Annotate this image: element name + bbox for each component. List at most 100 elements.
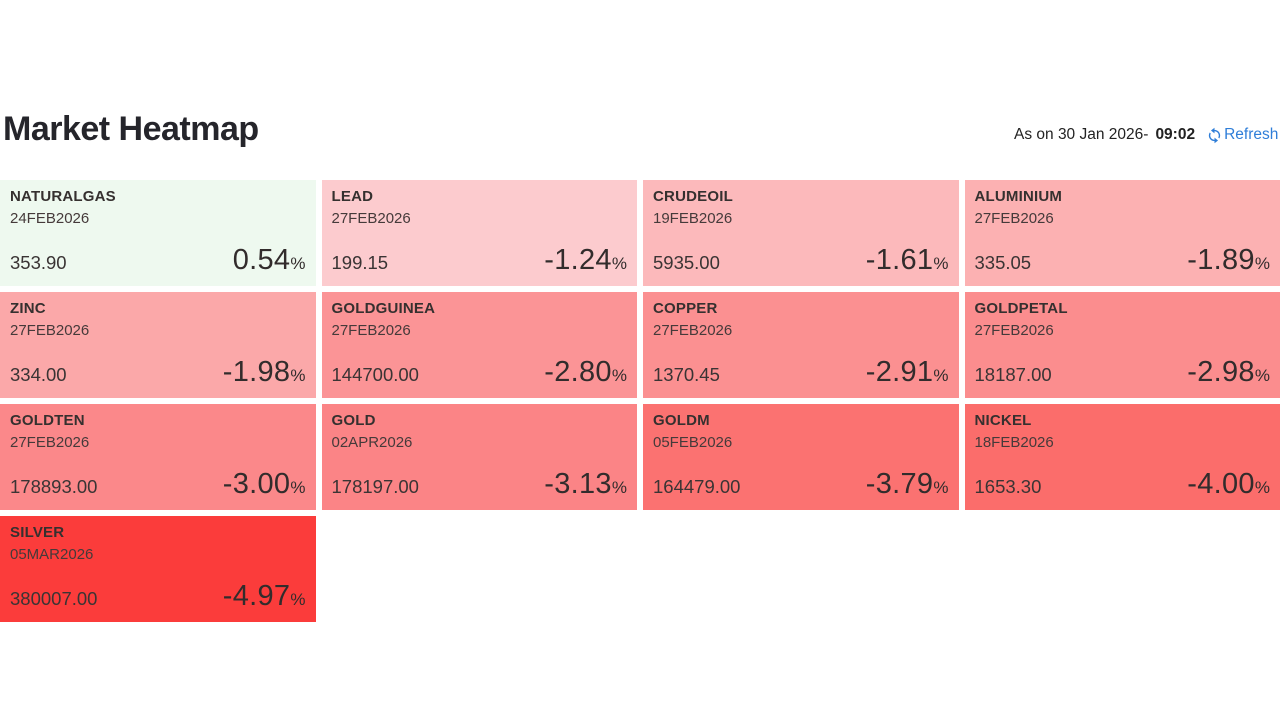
tile-price: 353.90 (10, 252, 67, 273)
percent-sign: % (933, 366, 949, 385)
tile-price: 144700.00 (331, 364, 419, 385)
tile-bottom-row: 144700.00 -2.80% (332, 356, 628, 389)
heatmap-grid: NATURALGAS 24FEB2026 353.90 0.54% LEAD 2… (0, 180, 1280, 622)
tile-change-value: -3.79 (865, 468, 934, 500)
tile-change: -4.97% (223, 580, 306, 613)
tile-price: 178197.00 (331, 476, 419, 497)
percent-sign: % (611, 478, 627, 497)
tile-bottom-row: 380007.00 -4.97% (10, 580, 306, 613)
heatmap-tile-goldten[interactable]: GOLDTEN 27FEB2026 178893.00 -3.00% (0, 404, 316, 510)
tile-symbol: LEAD (331, 188, 374, 205)
tile-change: -1.89% (1187, 244, 1270, 277)
tile-change-value: -1.89 (1187, 244, 1255, 276)
tile-change: -1.61% (866, 244, 949, 277)
tile-expiry: 27FEB2026 (10, 434, 90, 451)
tile-expiry: 27FEB2026 (974, 322, 1054, 339)
as-on-date-text: As on 30 Jan 2026- (1014, 126, 1149, 143)
tile-price: 335.05 (974, 252, 1032, 273)
tile-symbol: NATURALGAS (10, 188, 116, 205)
tile-change-value: -2.91 (865, 356, 934, 388)
tile-change-value: -3.00 (222, 468, 291, 500)
tile-bottom-row: 1653.30 -4.00% (975, 468, 1271, 501)
tile-change: -2.91% (866, 356, 949, 389)
tile-price: 1370.45 (653, 364, 720, 385)
tile-change-value: 0.54 (232, 244, 291, 276)
tile-change: -3.13% (544, 468, 627, 501)
tile-bottom-row: 164479.00 -3.79% (653, 468, 949, 501)
percent-sign: % (933, 478, 949, 497)
heatmap-tile-copper[interactable]: COPPER 27FEB2026 1370.45 -2.91% (643, 292, 959, 398)
tile-price: 164479.00 (653, 476, 741, 497)
tile-change: -1.98% (223, 356, 306, 389)
tile-expiry: 18FEB2026 (974, 434, 1054, 451)
tile-symbol: GOLDM (653, 412, 710, 429)
tile-change: -4.00% (1187, 468, 1270, 501)
percent-sign: % (290, 478, 306, 497)
tile-symbol: GOLDPETAL (974, 300, 1068, 317)
page-title: Market Heatmap (3, 110, 259, 148)
tile-expiry: 24FEB2026 (10, 210, 90, 227)
heatmap-tile-nickel[interactable]: NICKEL 18FEB2026 1653.30 -4.00% (964, 404, 1280, 510)
tile-bottom-row: 335.05 -1.89% (975, 244, 1271, 277)
tile-price: 1653.30 (974, 476, 1042, 497)
tile-expiry: 02APR2026 (331, 434, 413, 451)
tile-change-value: -2.98 (1187, 356, 1255, 388)
tile-expiry: 27FEB2026 (10, 322, 90, 339)
tile-expiry: 19FEB2026 (653, 210, 733, 227)
tile-change-value: -4.00 (1187, 468, 1255, 500)
tile-symbol: CRUDEOIL (653, 188, 733, 205)
percent-sign: % (933, 254, 949, 273)
tile-symbol: ZINC (10, 300, 46, 317)
heatmap-tile-lead[interactable]: LEAD 27FEB2026 199.15 -1.24% (321, 180, 637, 286)
heatmap-tile-zinc[interactable]: ZINC 27FEB2026 334.00 -1.98% (0, 292, 316, 398)
tile-bottom-row: 334.00 -1.98% (10, 356, 306, 389)
tile-symbol: GOLDGUINEA (331, 300, 436, 317)
heatmap-tile-goldguinea[interactable]: GOLDGUINEA 27FEB2026 144700.00 -2.80% (321, 292, 637, 398)
tile-bottom-row: 353.90 0.54% (10, 244, 306, 277)
tile-price: 178893.00 (10, 476, 98, 497)
tile-price: 380007.00 (10, 588, 98, 609)
tile-symbol: GOLDTEN (10, 412, 85, 429)
tile-change-value: -1.24 (544, 244, 612, 276)
heatmap-tile-aluminium[interactable]: ALUMINIUM 27FEB2026 335.05 -1.89% (964, 180, 1280, 286)
tile-change: 0.54% (233, 244, 306, 277)
heatmap-tile-crudeoil[interactable]: CRUDEOIL 19FEB2026 5935.00 -1.61% (643, 180, 959, 286)
tile-price: 199.15 (331, 252, 389, 273)
tile-expiry: 05FEB2026 (653, 434, 733, 451)
heatmap-tile-gold[interactable]: GOLD 02APR2026 178197.00 -3.13% (321, 404, 637, 510)
percent-sign: % (290, 366, 306, 385)
tile-expiry: 27FEB2026 (653, 322, 733, 339)
percent-sign: % (611, 254, 627, 273)
tile-expiry: 27FEB2026 (331, 210, 411, 227)
tile-symbol: ALUMINIUM (974, 188, 1063, 205)
as-on-status: As on 30 Jan 2026- 09:02 Refresh (1014, 126, 1278, 144)
refresh-label: Refresh (1224, 126, 1279, 143)
tile-bottom-row: 1370.45 -2.91% (653, 356, 949, 389)
heatmap-tile-goldm[interactable]: GOLDM 05FEB2026 164479.00 -3.79% (643, 404, 959, 510)
tile-price: 334.00 (10, 364, 67, 385)
heatmap-tile-goldpetal[interactable]: GOLDPETAL 27FEB2026 18187.00 -2.98% (964, 292, 1280, 398)
refresh-icon (1206, 127, 1223, 144)
heatmap-tile-naturalgas[interactable]: NATURALGAS 24FEB2026 353.90 0.54% (0, 180, 316, 286)
tile-change-value: -2.80 (544, 356, 612, 388)
percent-sign: % (1254, 478, 1270, 497)
refresh-button[interactable]: Refresh (1206, 126, 1278, 144)
heatmap-tile-silver[interactable]: SILVER 05MAR2026 380007.00 -4.97% (0, 516, 316, 622)
tile-change: -1.24% (544, 244, 627, 277)
tile-symbol: NICKEL (974, 412, 1032, 429)
as-on-time: 09:02 (1155, 126, 1196, 143)
tile-bottom-row: 178893.00 -3.00% (10, 468, 306, 501)
tile-change: -3.00% (223, 468, 306, 501)
percent-sign: % (1254, 366, 1270, 385)
tile-change: -3.79% (866, 468, 949, 501)
tile-price: 5935.00 (653, 252, 720, 273)
percent-sign: % (611, 366, 627, 385)
percent-sign: % (1254, 254, 1270, 273)
percent-sign: % (290, 254, 306, 273)
tile-bottom-row: 178197.00 -3.13% (332, 468, 628, 501)
tile-change: -2.98% (1187, 356, 1270, 389)
tile-change-value: -3.13 (544, 468, 612, 500)
tile-bottom-row: 5935.00 -1.61% (653, 244, 949, 277)
tile-change-value: -4.97 (222, 580, 291, 612)
